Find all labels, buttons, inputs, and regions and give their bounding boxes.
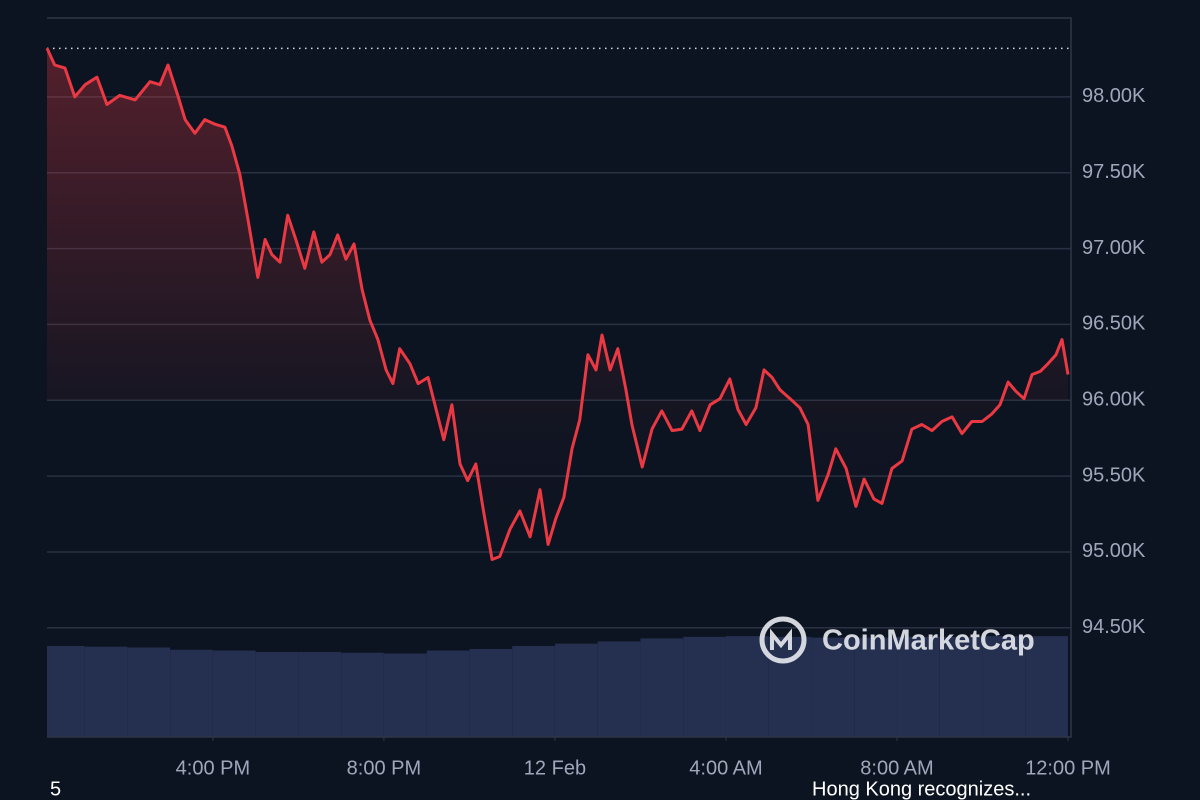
y-tick-label: 95.00K [1082,540,1146,562]
volume-bar [640,638,684,737]
x-tick-label: 8:00 AM [860,757,933,779]
volume-bar [597,641,641,737]
volume-bar [768,636,812,737]
volume-bar [212,650,256,737]
x-tick-label: 4:00 AM [689,757,762,779]
volume-bar [554,643,598,737]
volume-bar [469,649,513,737]
footer-left: 5 [50,778,61,800]
volume-layer [47,636,1068,737]
volume-bar [298,652,342,737]
volume-bar [426,650,470,737]
volume-bar [255,652,299,737]
volume-bar [47,645,85,737]
volume-bar [84,646,128,737]
y-tick-label: 97.00K [1082,237,1146,259]
watermark-logo-m [770,628,792,650]
y-tick-label: 97.50K [1082,161,1146,183]
watermark: CoinMarketCap [759,616,1035,664]
y-tick-label: 94.50K [1082,616,1146,638]
y-tick-label: 98.00K [1082,85,1146,107]
line-layer [45,47,1071,561]
volume-bar [982,636,1026,737]
price-line [45,47,1070,561]
volume-bar [127,647,171,737]
watermark-logo [759,616,807,664]
x-tick-label: 8:00 PM [347,757,421,779]
y-tick-label: 96.00K [1082,389,1146,411]
x-tick-label: 4:00 PM [176,757,250,779]
volume-bar [726,636,769,737]
volume-bar [811,637,855,737]
y-tick-label: 96.50K [1082,313,1146,335]
volume-bar [383,653,427,737]
volume-bar [341,652,384,737]
price-area [47,48,1068,560]
volume-bar [854,637,897,737]
volume-bar [1025,636,1068,737]
x-tick-label: 12 Feb [524,757,586,779]
volume-bar [897,636,940,737]
y-tick-label: 95.50K [1082,464,1146,486]
x-tick-label: 12:00 PM [1025,757,1111,779]
volume-bar [512,645,555,737]
volume-bar [939,636,983,737]
footer-right: Hong Kong recognizes... [812,778,1031,800]
plot-frame [47,17,1072,738]
volume-bar [683,636,726,737]
watermark-text: CoinMarketCap [822,625,1035,657]
volume-bar [170,649,213,737]
